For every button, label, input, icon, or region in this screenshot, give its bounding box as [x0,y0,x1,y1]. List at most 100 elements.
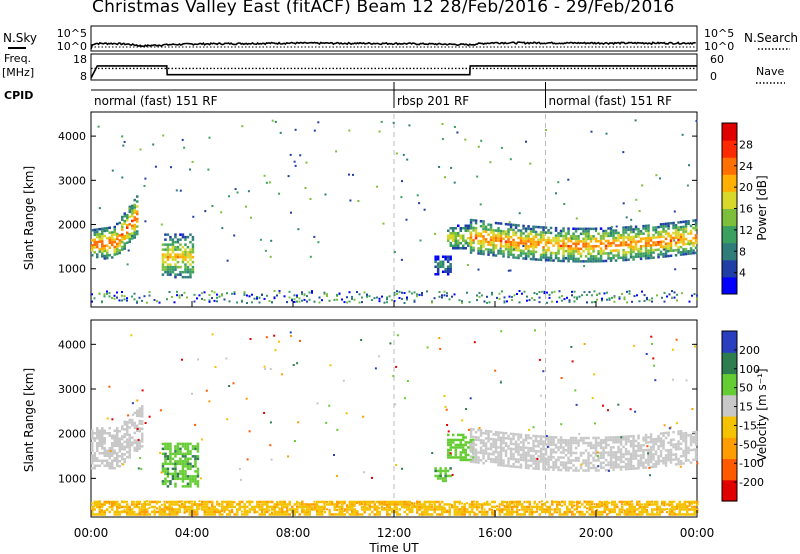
velocity-cell [179,450,182,453]
velocity-cell [93,432,96,435]
power-cell [594,257,598,260]
velocity-cell [126,428,129,431]
power-noise-cell [241,299,243,302]
power-cell [632,238,635,241]
power-noise-cell [583,291,586,294]
velocity-cell [106,432,109,435]
velocity-cell [579,464,583,467]
power-cell [164,268,167,271]
velocity-cell [526,500,529,504]
velocity-cell [93,454,96,457]
velocity-noise-cell [233,501,236,504]
velocity-cell [477,456,480,459]
velocity-cell [266,500,269,504]
power-noise-cell [596,298,598,301]
velocity-cell [569,449,573,452]
power-noise-cell [636,294,638,297]
power-noise-cell [571,290,573,293]
velocity-cell [462,456,465,459]
velocity-cell [667,456,670,459]
velocity-cell [507,437,510,440]
velocity-cell [679,437,683,440]
velocity-cell [363,505,366,509]
power-cell [494,254,498,257]
velocity-cell [208,508,211,511]
power-cell [133,218,136,222]
power-cell [682,228,685,231]
velocity-cell [462,451,465,454]
power-cell [519,254,523,257]
velocity-cell [542,445,545,448]
velocity-cell [136,513,139,516]
velocity-cell [268,500,271,504]
velocity-cell [174,460,177,463]
power-noise-cell [496,296,498,299]
velocity-cell [647,461,650,464]
velocity-cell [647,453,650,457]
power-cell [482,237,485,241]
power-noise-cell [123,295,126,298]
power-cell [572,250,575,253]
power-cell [537,240,540,244]
power-cell [682,225,685,229]
power-cell [692,219,695,222]
power-noise-cell [226,292,228,295]
power-noise-cell [258,301,261,304]
velocity-cell [546,500,549,504]
velocity-cell [566,505,569,509]
velocity-cell [188,505,191,509]
velocity-cell [281,513,284,516]
velocity-cell [462,446,465,449]
velocity-cell [556,500,559,504]
power-noise-cell [408,290,411,293]
power-cell [639,245,643,248]
velocity-cell [441,510,444,514]
power-cell [582,232,585,236]
velocity-scatter-cell [679,465,682,468]
velocity-cell [116,462,119,465]
power-cell [637,227,640,231]
power-cell [131,234,134,238]
power-cell [534,245,538,249]
velocity-scatter-cell [148,415,151,418]
velocity-cell [544,468,548,471]
velocity-cell [101,432,104,435]
power-cell [547,236,550,239]
power-cell [544,258,548,262]
velocity-cell [93,459,96,462]
velocity-cell [684,446,688,450]
velocity-cell [191,505,194,509]
power-cell [569,257,573,260]
velocity-cell [591,508,594,511]
velocity-cell [171,500,174,504]
power-cell [527,225,530,228]
velocity-cell [656,500,659,504]
velocity-cell [351,503,354,506]
velocity-cell [592,444,595,447]
velocity-cell [194,460,197,463]
velocity-cell [604,441,608,444]
velocity-noise-cell [353,505,356,508]
velocity-cell [539,450,543,453]
power-noise-cell [628,290,631,293]
velocity-cell [609,438,613,442]
velocity-cell [492,453,495,456]
power-cell [497,229,500,233]
velocity-cell [121,452,124,456]
velocity-cell [574,466,578,470]
power-cell [682,250,685,254]
nsky-left-tick: 10^0 [57,40,87,53]
power-scatter-cell [191,160,194,163]
power-noise-cell [103,293,106,296]
power-cell [687,252,690,255]
velocity-cell [691,513,694,516]
power-noise-cell [441,294,443,297]
power-noise-cell [136,300,138,303]
velocity-noise-cell [543,502,546,505]
velocity-cell [522,451,525,454]
power-cell [123,242,126,245]
velocity-cell [521,508,524,511]
velocity-cell [403,503,406,506]
power-cell [607,232,610,235]
velocity-cell [674,453,678,456]
